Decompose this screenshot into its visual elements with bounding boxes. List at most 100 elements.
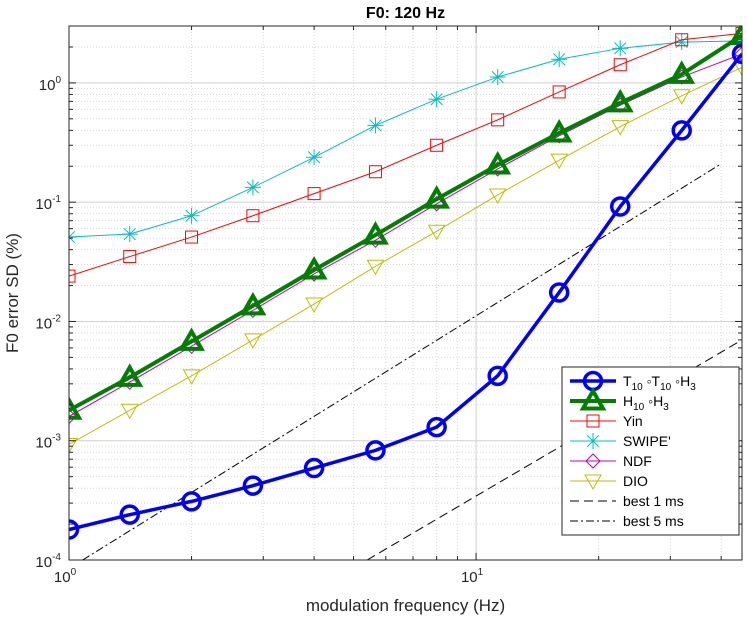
series-dio-point [305,297,323,314]
series-dio-point [488,188,507,204]
series-yin-point [69,269,76,283]
legend-swatch-marker [585,433,601,449]
series-dio-point [427,224,446,241]
legend-label-best5: best 5 ms [623,513,684,529]
series-best5 [82,163,722,560]
series-t10-point [487,365,508,387]
series-swipe-point [428,91,445,108]
series-swipe-point [244,179,261,196]
series-h10-point [178,327,205,351]
legend-swatch-marker [584,474,602,491]
series-dio-point [244,333,262,349]
series-h10-point [606,88,634,113]
series-t10-point [69,519,80,540]
series-swipe-point [612,40,629,57]
series-dio-point [672,89,691,105]
series-yin-point [307,187,321,201]
x-tick-label: 100 [54,567,77,586]
series-t10-point [303,457,325,479]
x-axis-label: modulation frequency (Hz) [306,596,505,615]
series-dio-point [733,60,742,77]
y-tick-label: 10-2 [35,313,61,332]
series-h10-point [668,60,696,84]
series-t10 [69,43,742,540]
series-yin-point [491,113,505,127]
plot-frame [68,25,743,561]
series-dio-point [366,259,385,276]
series-best5-line [82,163,722,560]
series-best1-line [366,339,742,560]
legend-item-yin: Yin [570,413,643,429]
axis-ticks: 100 101 10-4 10-3 10-2 10-1 100 [35,25,742,586]
legend-label-h10: H10 ◦H3 [623,393,669,413]
legend-item-dio: DIO [570,473,648,491]
series-yin-point [613,58,627,72]
series-dio-line [69,66,742,445]
legend-swatch-marker [585,453,601,469]
series-t10-point [181,491,202,512]
legend-item-ndf: NDF [570,453,652,469]
series-yin-point [246,209,260,223]
series-h10-point [728,26,742,45]
series-h10 [69,26,742,420]
legend-item-t10: T10 ◦T10 ◦H3 [570,370,696,393]
legend-label-best1: best 1 ms [623,493,684,509]
series-t10-point [426,416,447,438]
series-h10-point [484,150,512,175]
series-yin-point [675,33,689,47]
y-tick-label: 10-4 [35,552,61,571]
legend-item-swipe: SWIPE' [570,433,671,449]
legend-item-h10: H10 ◦H3 [570,386,669,413]
x-tick-label: 101 [461,567,484,586]
legend-item-best5: best 5 ms [570,513,684,529]
y-tick-label: 100 [39,75,62,94]
legend-label-ndf: NDF [623,453,652,469]
series-h10-point [116,363,144,387]
series-yin-line [69,32,742,277]
series-dio-point [120,403,139,420]
legend-swatch-marker [579,386,607,411]
series-h10-point [239,291,267,316]
series-yin-point [368,165,382,179]
series-ndf-point [69,408,77,425]
series-t10-point [548,282,570,303]
legend-label-swipe: SWIPE' [623,433,671,449]
series-yin-point [430,138,444,152]
series-dio-point [550,153,569,170]
series-best1 [366,339,742,560]
series-dio-point [69,437,78,454]
series-h10-point [545,118,573,143]
series-swipe-point [183,207,200,224]
legend-item-best1: best 1 ms [570,493,684,509]
y-tick-label: 10-1 [35,194,61,213]
series-swipe-point [306,149,323,166]
series-h10-point [423,185,451,209]
series-dio-point [182,369,201,385]
series-swipe-point [551,51,568,68]
series-yin-point [123,250,137,264]
series-h10-point [69,396,83,420]
legend-label-yin: Yin [623,413,643,429]
legend-label-t10: T10 ◦T10 ◦H3 [623,373,696,393]
series-yin-point [185,230,199,244]
series-dio [69,60,742,454]
legend-label-dio: DIO [623,473,648,489]
series-t10-point [119,504,140,525]
series-t10-point [671,120,692,141]
series-group [69,26,742,560]
series-swipe-line [69,40,742,238]
series-t10-point [365,440,386,461]
y-axis-label: F0 error SD (%) [3,233,22,353]
chart-title: F0: 120 Hz [366,5,445,22]
series-h10-point [300,255,328,280]
series-ndf-point [734,46,742,62]
y-tick-label: 10-3 [35,433,61,452]
series-t10-point [609,196,631,217]
legend-swatch-marker [586,414,600,428]
series-swipe-point [367,117,384,134]
series-swipe-point [121,226,138,243]
series-dio-point [611,120,630,136]
series-swipe-point [489,69,506,86]
